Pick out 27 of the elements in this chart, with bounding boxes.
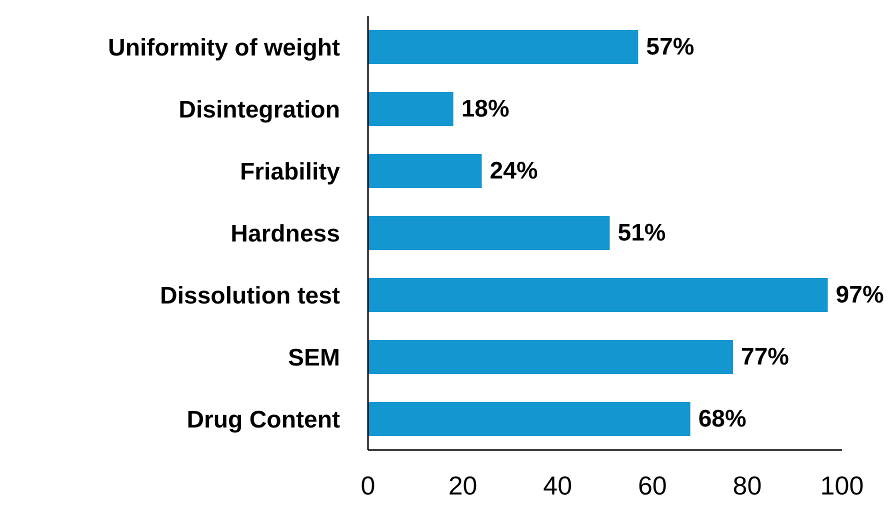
y-tick-label: Uniformity of weight (108, 34, 340, 62)
y-tick-label: Drug Content (186, 406, 340, 434)
x-tick-label: 80 (732, 470, 762, 500)
y-tick-label: Dissolution test (160, 282, 340, 310)
y-tick-label: Friability (240, 158, 341, 186)
bar (368, 30, 638, 64)
x-tick-label: 60 (638, 470, 667, 500)
data-label: 57% (646, 34, 694, 60)
x-tick-label: 40 (543, 470, 572, 500)
x-tick-label: 20 (448, 470, 478, 500)
bar (368, 92, 454, 126)
y-tick-label: SEM (288, 344, 340, 372)
data-label: 18% (461, 96, 510, 122)
x-tick-label: 100 (820, 470, 864, 500)
x-tick-label: 0 (360, 470, 376, 500)
bar (368, 340, 733, 374)
bar (368, 216, 610, 250)
bar (368, 278, 828, 312)
data-label: 68% (698, 406, 746, 432)
data-label: 24% (490, 158, 538, 184)
bar (368, 402, 690, 436)
bar (368, 154, 482, 188)
data-label: 97% (836, 282, 884, 308)
data-label: 77% (740, 344, 790, 370)
y-tick-label: Disintegration (178, 96, 340, 124)
data-label: 51% (618, 220, 666, 246)
y-tick-label: Hardness (230, 220, 340, 248)
